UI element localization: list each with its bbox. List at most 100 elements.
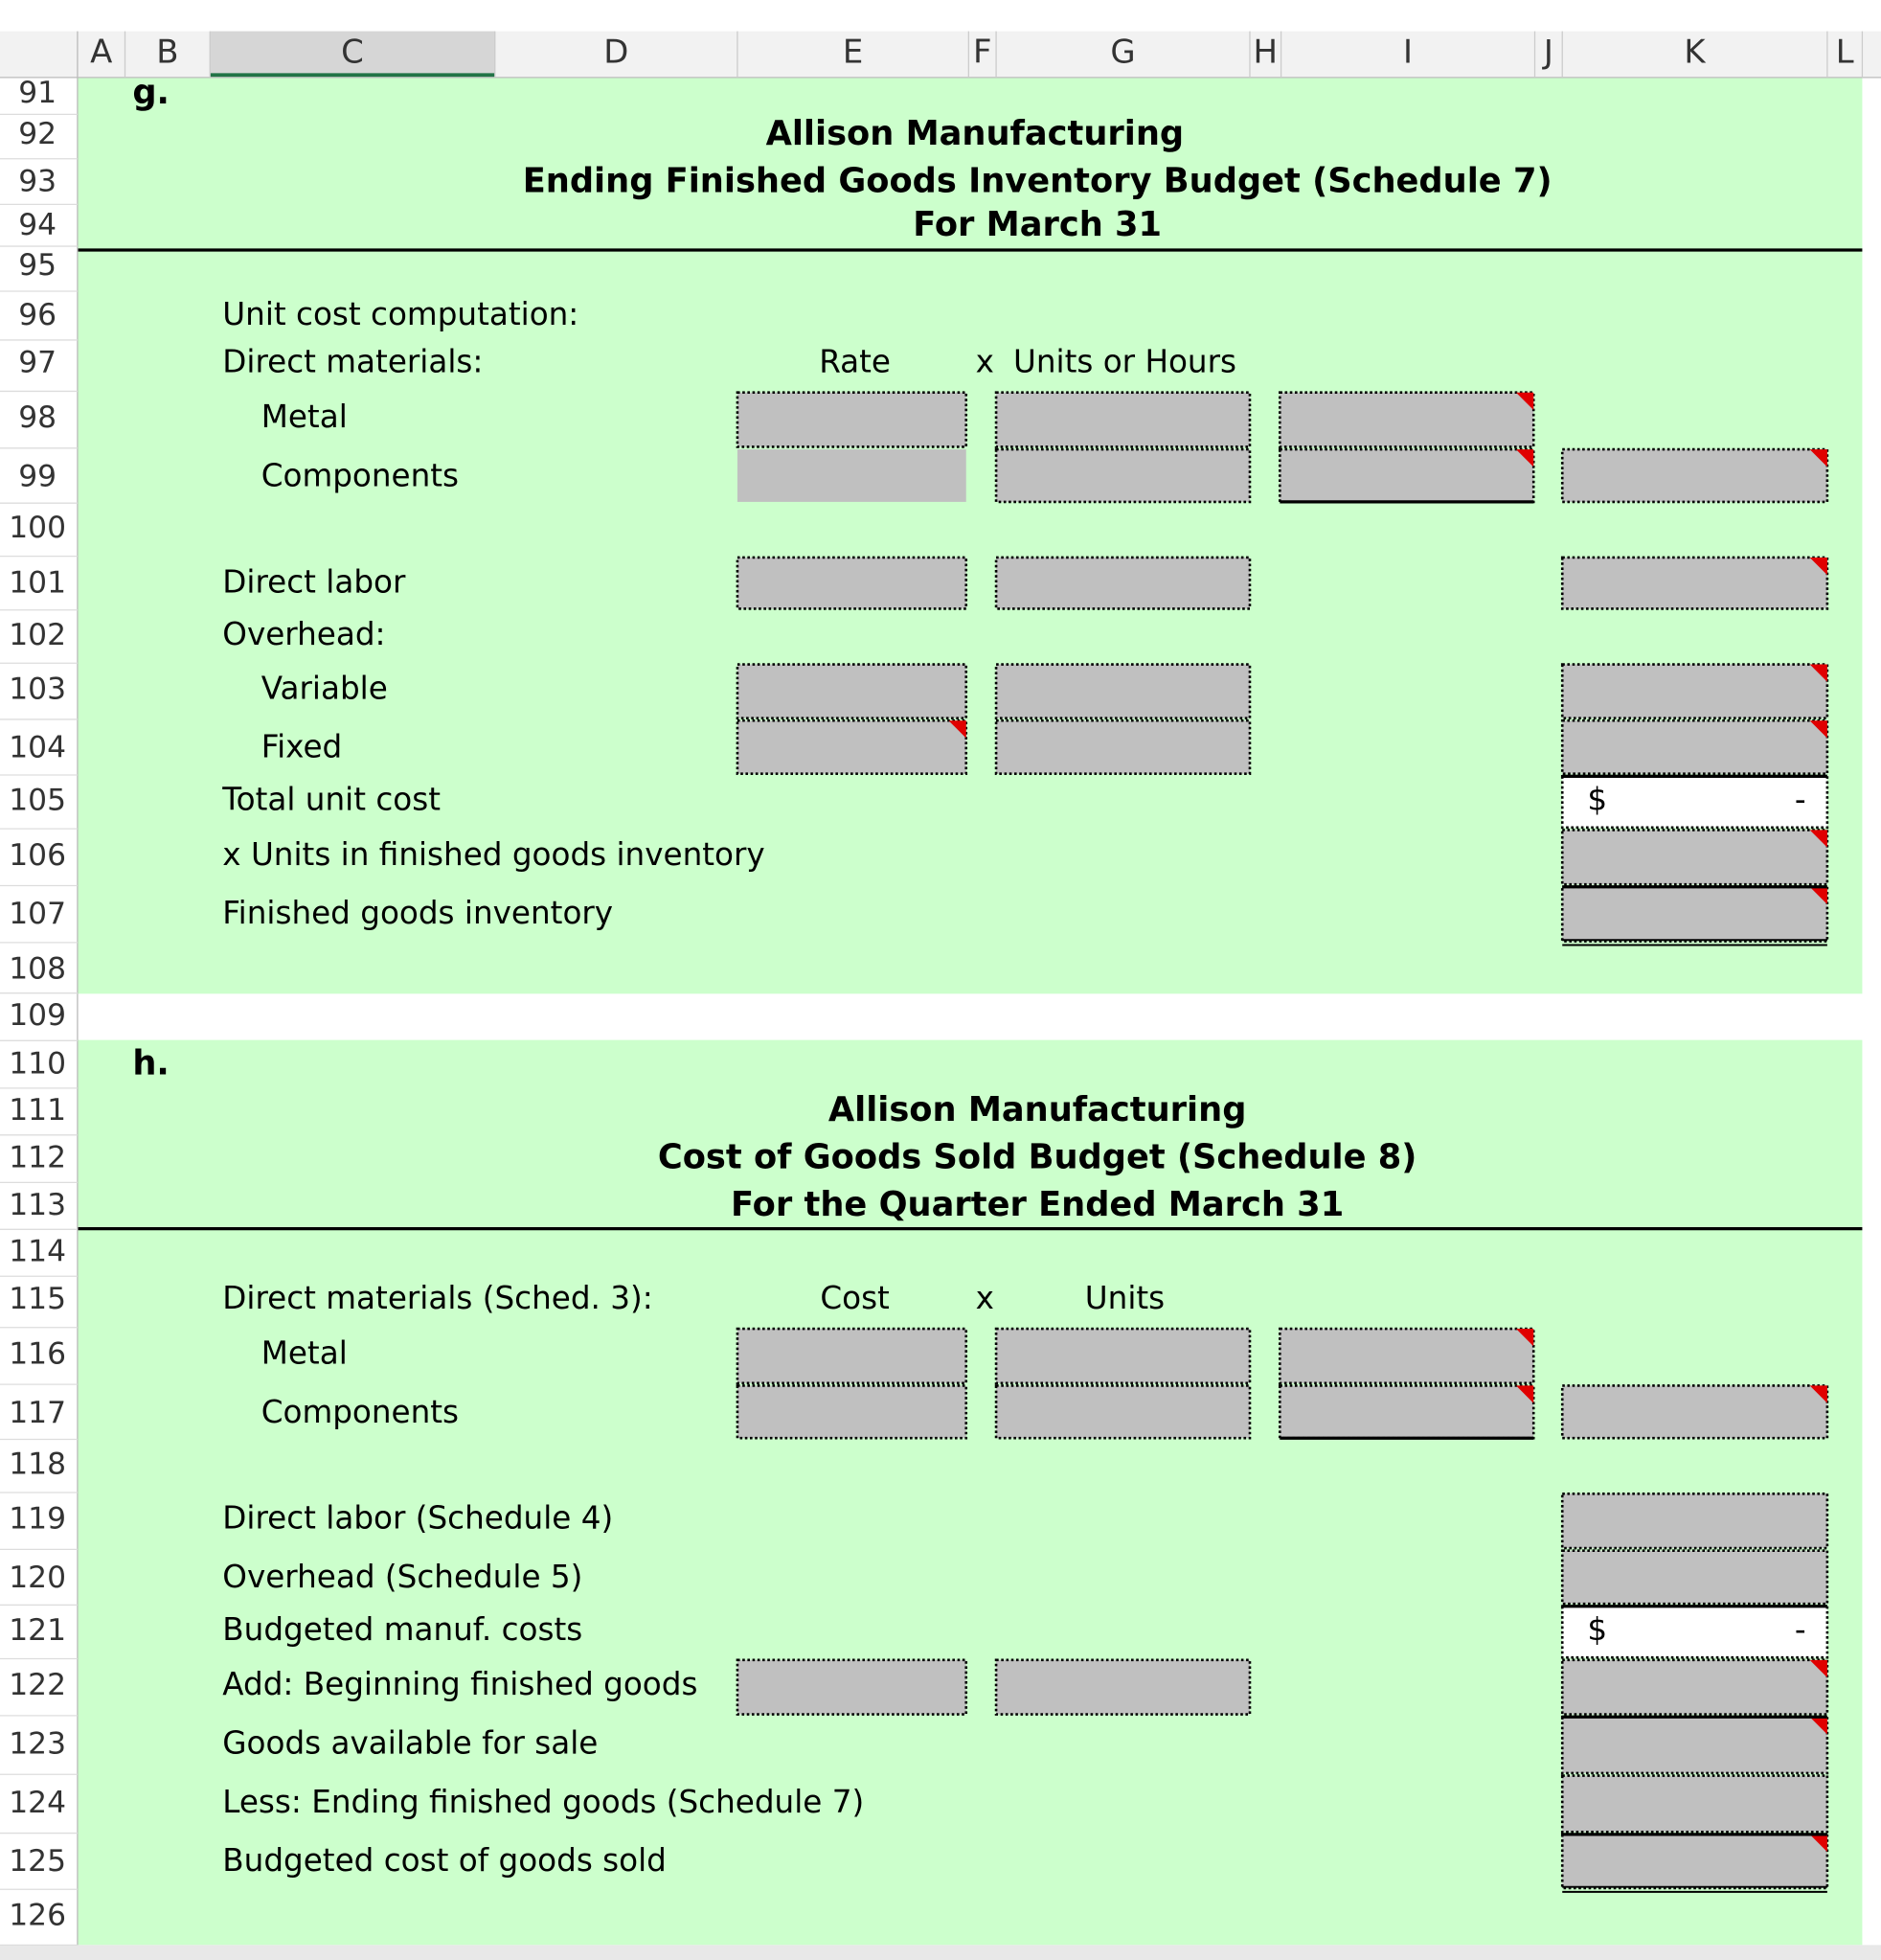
line-label: Total unit cost xyxy=(221,781,441,817)
comment-indicator xyxy=(1809,1385,1827,1403)
column-header: F xyxy=(973,34,992,71)
row-number: 92 xyxy=(18,117,57,151)
row-number: 93 xyxy=(18,165,57,199)
row-number: 103 xyxy=(9,672,66,706)
company-name: Allison Manufacturing xyxy=(828,1090,1247,1129)
row-number: 118 xyxy=(9,1447,66,1481)
column-header: A xyxy=(90,34,112,71)
budget-title: Cost of Goods Sold Budget (Schedule 8) xyxy=(658,1138,1416,1177)
input-cell[interactable] xyxy=(736,1658,968,1716)
input-cell[interactable] xyxy=(1560,1658,1829,1716)
input-cell[interactable] xyxy=(994,391,1252,448)
line-label: Direct labor xyxy=(222,563,406,600)
row-number: 109 xyxy=(9,998,66,1033)
currency-symbol: $ xyxy=(1587,1611,1607,1648)
column-header: B xyxy=(156,34,178,71)
line-label: Overhead (Schedule 5) xyxy=(222,1559,582,1595)
row-number: 106 xyxy=(9,838,66,873)
column-label: Units or Hours xyxy=(1013,344,1236,380)
input-cell[interactable] xyxy=(994,556,1252,610)
section-letter: g. xyxy=(132,73,170,112)
input-cell[interactable] xyxy=(1278,1384,1535,1440)
input-cell[interactable] xyxy=(1560,447,1829,504)
column-header: E xyxy=(843,34,863,71)
input-cell[interactable] xyxy=(994,1384,1252,1440)
scrollbar xyxy=(0,1945,1881,1960)
line-label: Finished goods inventory xyxy=(222,895,613,931)
input-cell[interactable] xyxy=(994,1658,1252,1716)
column-label: Units xyxy=(1085,1280,1165,1316)
input-cell[interactable] xyxy=(994,447,1252,504)
row-number: 124 xyxy=(9,1786,66,1820)
row-number: 112 xyxy=(9,1141,66,1175)
input-cell[interactable] xyxy=(1560,775,1829,830)
input-cell[interactable] xyxy=(736,391,968,448)
row-number: 102 xyxy=(9,618,66,652)
total-value: - xyxy=(1795,781,1806,817)
line-label: Budgeted cost of goods sold xyxy=(222,1842,667,1879)
input-cell[interactable] xyxy=(1560,663,1829,719)
row-number: 100 xyxy=(9,511,66,545)
input-cell[interactable] xyxy=(994,1327,1252,1385)
column-label: Cost xyxy=(820,1280,890,1316)
line-label: Direct materials: xyxy=(222,344,483,380)
row-number: 101 xyxy=(9,565,66,600)
input-cell[interactable] xyxy=(994,718,1252,776)
input-cell[interactable] xyxy=(737,449,966,502)
input-cell[interactable] xyxy=(1560,829,1829,886)
column-label: x xyxy=(976,344,994,380)
row-number: 94 xyxy=(18,208,57,242)
input-cell[interactable] xyxy=(1278,391,1535,448)
row-number: 122 xyxy=(9,1668,66,1702)
row-number: 120 xyxy=(9,1561,66,1595)
budget-period: For the Quarter Ended March 31 xyxy=(731,1185,1344,1224)
row-number: 126 xyxy=(9,1898,66,1932)
row-number: 121 xyxy=(9,1613,66,1648)
line-label: Variable xyxy=(261,670,388,706)
company-name: Allison Manufacturing xyxy=(766,114,1185,153)
line-label: Metal xyxy=(261,1334,348,1371)
input-cell[interactable] xyxy=(1560,1833,1829,1890)
row-number: 96 xyxy=(18,298,57,332)
input-cell[interactable] xyxy=(994,663,1252,719)
input-cell[interactable] xyxy=(736,718,968,776)
input-cell[interactable] xyxy=(1560,556,1829,610)
input-cell[interactable] xyxy=(1560,1549,1829,1606)
input-cell[interactable] xyxy=(736,556,968,610)
row-number: 117 xyxy=(9,1396,66,1430)
line-label: Direct labor (Schedule 4) xyxy=(222,1500,613,1537)
section-letter: h. xyxy=(132,1044,169,1083)
input-cell[interactable] xyxy=(1560,1774,1829,1834)
input-cell[interactable] xyxy=(1560,885,1829,943)
column-header: J xyxy=(1542,34,1553,71)
input-cell[interactable] xyxy=(736,1384,968,1440)
comment-indicator xyxy=(1809,664,1827,682)
row-number: 116 xyxy=(9,1336,66,1371)
input-cell[interactable] xyxy=(1560,1715,1829,1775)
input-cell[interactable] xyxy=(1560,1384,1829,1440)
row-number: 107 xyxy=(9,897,66,931)
input-cell[interactable] xyxy=(1560,1492,1829,1550)
row-number: 105 xyxy=(9,783,66,817)
row-number: 97 xyxy=(18,346,57,380)
column-header: I xyxy=(1403,34,1413,71)
input-cell[interactable] xyxy=(736,1327,968,1385)
column-header: K xyxy=(1684,34,1706,71)
column-label: Rate xyxy=(819,344,891,380)
line-label: Components xyxy=(261,457,459,493)
input-cell[interactable] xyxy=(736,663,968,719)
input-cell[interactable] xyxy=(1560,1605,1829,1659)
comment-indicator xyxy=(1809,886,1827,905)
column-header: C xyxy=(341,34,364,71)
row-number: 113 xyxy=(9,1188,66,1222)
row-number: 114 xyxy=(9,1234,66,1268)
line-label: Metal xyxy=(261,399,348,435)
comment-indicator xyxy=(1809,1717,1827,1735)
input-cell[interactable] xyxy=(1278,447,1535,504)
input-cell[interactable] xyxy=(1278,1327,1535,1385)
row-number: 99 xyxy=(18,459,57,493)
budget-period: For March 31 xyxy=(913,205,1162,244)
comment-indicator xyxy=(1809,449,1827,467)
line-label: x Units in finished goods inventory xyxy=(222,836,764,873)
input-cell[interactable] xyxy=(1560,718,1829,776)
